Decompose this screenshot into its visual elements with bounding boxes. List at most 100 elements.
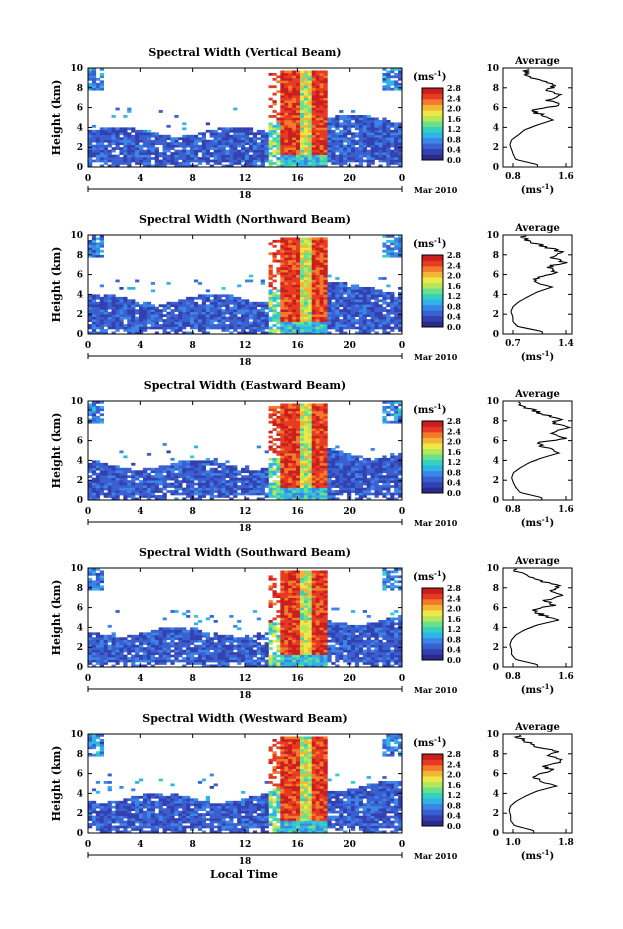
heatmap-cell [268, 139, 273, 143]
heatmap-cell [225, 495, 230, 498]
heatmap-cell [88, 306, 93, 310]
heatmap-cell [111, 497, 116, 501]
heatmap-cell [260, 314, 265, 317]
heatmap-cell [197, 157, 203, 160]
heatmap-cell [311, 301, 316, 305]
heatmap-cell [339, 296, 344, 300]
heatmap-cell [225, 460, 230, 464]
heatmap-cell [288, 267, 293, 270]
heatmap-cell [221, 490, 226, 493]
heatmap-cell [358, 482, 364, 486]
heatmap-cell [127, 480, 132, 483]
heatmap-cell [315, 115, 320, 118]
heatmap-cell [374, 482, 379, 486]
heatmap-cell [209, 142, 214, 146]
heatmap-cell [107, 487, 112, 491]
heatmap-cell [95, 149, 101, 153]
heatmap-cell [307, 435, 313, 439]
heatmap-cell [299, 117, 305, 121]
heatmap-cell [107, 465, 112, 469]
heatmap-cell [123, 487, 128, 491]
heatmap-cell [190, 482, 195, 486]
x-tick-label: 16 [291, 341, 304, 351]
heatmap-cell [323, 314, 328, 317]
heatmap-cell [260, 321, 265, 325]
heatmap-cell [221, 314, 226, 317]
heatmap-cell [390, 132, 395, 136]
heatmap-cell [221, 149, 226, 153]
heatmap-cell [107, 644, 112, 648]
heatmap-cell [237, 304, 242, 308]
heatmap-cell [119, 129, 124, 133]
heatmap-cell [315, 272, 320, 275]
heatmap-cell [315, 329, 320, 332]
heatmap-cell [319, 87, 324, 91]
heatmap-cell [256, 475, 261, 479]
heatmap-cell [319, 82, 324, 86]
heatmap-cell [292, 80, 297, 84]
heatmap-cell [88, 85, 93, 89]
heatmap-cell [347, 144, 352, 148]
heatmap-cell [382, 309, 387, 313]
heatmap-cell [229, 311, 234, 315]
avg-x-tick-label: 1.4 [558, 339, 574, 349]
heatmap-cell [288, 304, 293, 308]
heatmap-cell [264, 157, 269, 160]
heatmap-cell [119, 149, 124, 153]
heatmap-cell [335, 286, 340, 290]
heatmap-cell [296, 418, 301, 422]
heatmap-cell [209, 299, 214, 303]
heatmap-cell [248, 326, 254, 330]
heatmap-cell [225, 472, 230, 476]
heatmap-cell [201, 296, 207, 300]
heatmap-cell [343, 117, 348, 121]
heatmap-cell [331, 144, 336, 148]
heatmap-cell [319, 154, 324, 158]
heatmap-cell [331, 296, 336, 300]
heatmap-cell [268, 462, 273, 466]
heatmap-cell [146, 319, 152, 322]
heatmap-cell [284, 445, 289, 449]
heatmap-cell [394, 324, 399, 327]
heatmap-cell [280, 304, 285, 308]
avg-y-tick-label: 0 [493, 163, 499, 173]
heatmap-cell [280, 137, 285, 141]
heatmap-cell [311, 480, 316, 483]
heatmap-cell [127, 314, 132, 317]
heatmap-cell [280, 257, 285, 261]
heatmap-cell [331, 482, 336, 486]
heatmap-cell [146, 316, 152, 320]
heatmap-cell [272, 299, 277, 303]
heatmap-cell [311, 249, 316, 253]
heatmap-cell [319, 497, 324, 501]
heatmap-cell [382, 475, 387, 479]
heatmap-cell [335, 132, 340, 136]
heatmap-cell [272, 144, 277, 148]
heatmap-cell [248, 157, 254, 160]
heatmap-cell [362, 477, 367, 481]
heatmap-cell [307, 244, 313, 248]
heatmap-cell [331, 282, 336, 285]
heatmap-cell [323, 269, 328, 273]
heatmap-cell [95, 634, 101, 638]
heatmap-cell [382, 134, 387, 138]
heatmap-cell [288, 119, 293, 123]
heatmap-cell [354, 119, 360, 123]
heatmap-cell [374, 157, 379, 160]
heatmap-cell [366, 115, 371, 118]
heatmap-cell [323, 408, 328, 412]
heatmap-cell [154, 314, 159, 317]
heatmap-cell [213, 137, 218, 141]
heatmap-cell [190, 159, 195, 163]
heatmap-cell [111, 134, 116, 138]
heatmap-cell [170, 477, 175, 481]
heatmap-cell [398, 326, 403, 330]
heatmap-cell [280, 112, 285, 116]
heatmap-cell [307, 455, 313, 459]
heatmap-cell [284, 480, 289, 483]
heatmap-cell [154, 490, 159, 493]
heatmap-cell [307, 289, 313, 293]
heatmap-cell [139, 480, 144, 483]
heatmap-cell [362, 311, 367, 315]
heatmap-cell [366, 129, 371, 133]
